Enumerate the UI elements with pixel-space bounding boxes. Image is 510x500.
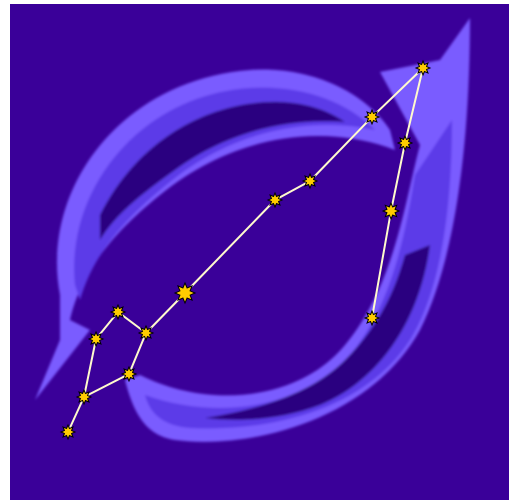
star-icon [59, 423, 77, 441]
constellation-line [390, 142, 406, 212]
star-icon [414, 59, 432, 77]
constellation-line [274, 180, 311, 201]
constellation-line [67, 396, 85, 433]
star-icon [363, 108, 381, 126]
constellation-line [83, 373, 130, 398]
star-icon [381, 201, 401, 221]
constellation-line [309, 116, 373, 182]
star-icon [363, 309, 381, 327]
fish-bands [35, 18, 470, 442]
constellation-line [128, 332, 147, 375]
star-icon [109, 303, 127, 321]
constellation-line [83, 338, 97, 398]
constellation-line [371, 210, 392, 319]
star-icon [396, 134, 414, 152]
constellation-stars [59, 59, 432, 441]
upper-fish-band-core [100, 101, 345, 240]
constellation-line [371, 67, 424, 118]
star-icon [120, 365, 138, 383]
lower-fish-band-core [205, 245, 430, 420]
star-icon [87, 330, 105, 348]
star-icon [137, 324, 155, 342]
star-icon [173, 281, 197, 305]
star-icon [266, 191, 284, 209]
upper-fish-band-mid [74, 87, 376, 300]
star-icon [301, 172, 319, 190]
constellation-line [184, 199, 276, 294]
star-icon [75, 388, 93, 406]
constellation-line [404, 67, 424, 144]
